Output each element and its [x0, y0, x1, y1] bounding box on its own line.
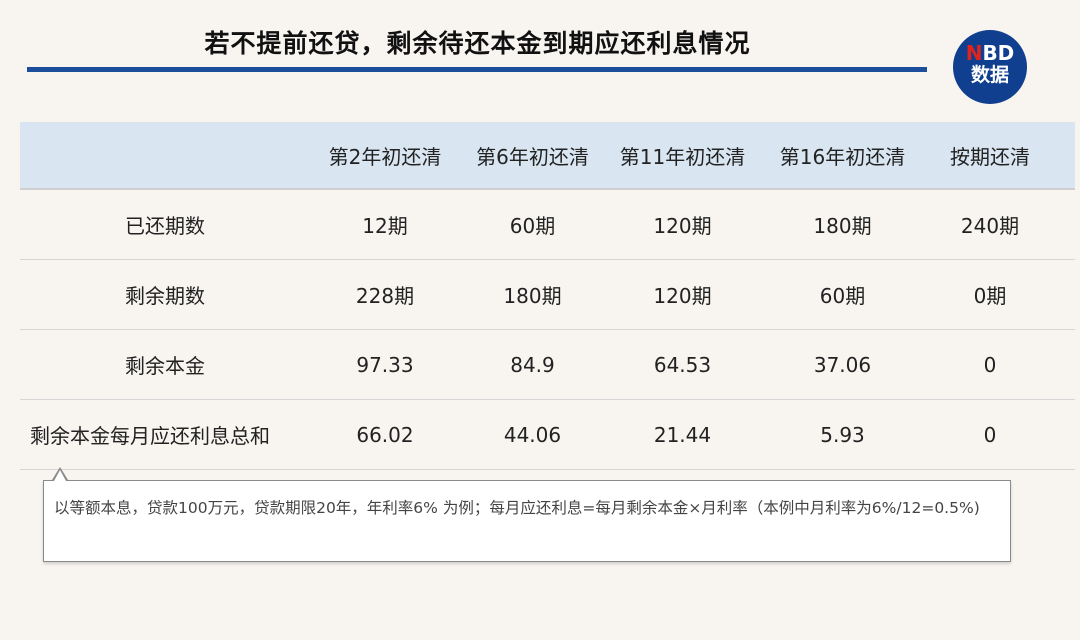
table-cell: 84.9 — [510, 352, 555, 377]
table-cell: 180期 — [503, 284, 562, 308]
table-cell: 60期 — [819, 284, 866, 308]
table-row: 已还期数 12期 60期 120期 180期 240期 — [20, 190, 1075, 260]
table-cell: 5.93 — [820, 422, 865, 447]
row-label: 剩余本金 — [125, 354, 205, 378]
table-row: 剩余本金 97.33 84.9 64.53 37.06 0 — [20, 330, 1075, 400]
callout-pointer-fill — [54, 470, 66, 481]
page-title: 若不提前还贷，剩余待还本金到期应还利息情况 — [204, 29, 751, 58]
table-row: 剩余期数 228期 180期 120期 60期 0期 — [20, 260, 1075, 330]
row-label: 已还期数 — [125, 214, 205, 238]
header-cell: 第11年初还清 — [619, 144, 746, 169]
table-cell: 120期 — [653, 284, 712, 308]
row-label: 剩余本金每月应还利息总和 — [30, 424, 270, 448]
repayment-table: 第2年初还清 第6年初还清 第11年初还清 第16年初还清 按期还清 已还期数 … — [20, 122, 1075, 470]
row-label: 剩余期数 — [125, 284, 205, 308]
table-cell: 12期 — [362, 214, 408, 238]
title-divider — [27, 67, 927, 72]
table-cell: 180期 — [813, 214, 872, 238]
table-cell: 97.33 — [356, 352, 414, 377]
table-cell: 228期 — [355, 284, 415, 308]
table-header: 第2年初还清 第6年初还清 第11年初还清 第16年初还清 按期还清 — [20, 122, 1075, 190]
table-cell: 66.02 — [356, 422, 414, 447]
header-cell: 第6年初还清 — [476, 144, 589, 169]
table-cell: 60期 — [509, 214, 556, 238]
table-cell: 0期 — [973, 284, 1007, 308]
table-cell: 21.44 — [653, 422, 712, 447]
table-cell: 240期 — [960, 214, 1020, 238]
table-cell: 37.06 — [813, 352, 872, 377]
table-cell: 0 — [983, 422, 997, 447]
table-cell: 120期 — [653, 214, 712, 238]
table-cell: 44.06 — [503, 422, 562, 447]
header-cell: 第16年初还清 — [779, 144, 906, 169]
nbd-logo: NBD 数据 — [953, 30, 1027, 104]
table-row: 剩余本金每月应还利息总和 66.02 44.06 21.44 5.93 0 — [20, 400, 1075, 470]
header-cell: 第2年初还清 — [328, 144, 442, 169]
table-cell: 64.53 — [653, 352, 712, 377]
header-cell: 按期还清 — [950, 144, 1030, 169]
note-callout: 以等额本息，贷款100万元，贷款期限20年，年利率6% 为例；每月应还利息=每月… — [43, 480, 1011, 562]
table-cell: 0 — [983, 352, 997, 377]
